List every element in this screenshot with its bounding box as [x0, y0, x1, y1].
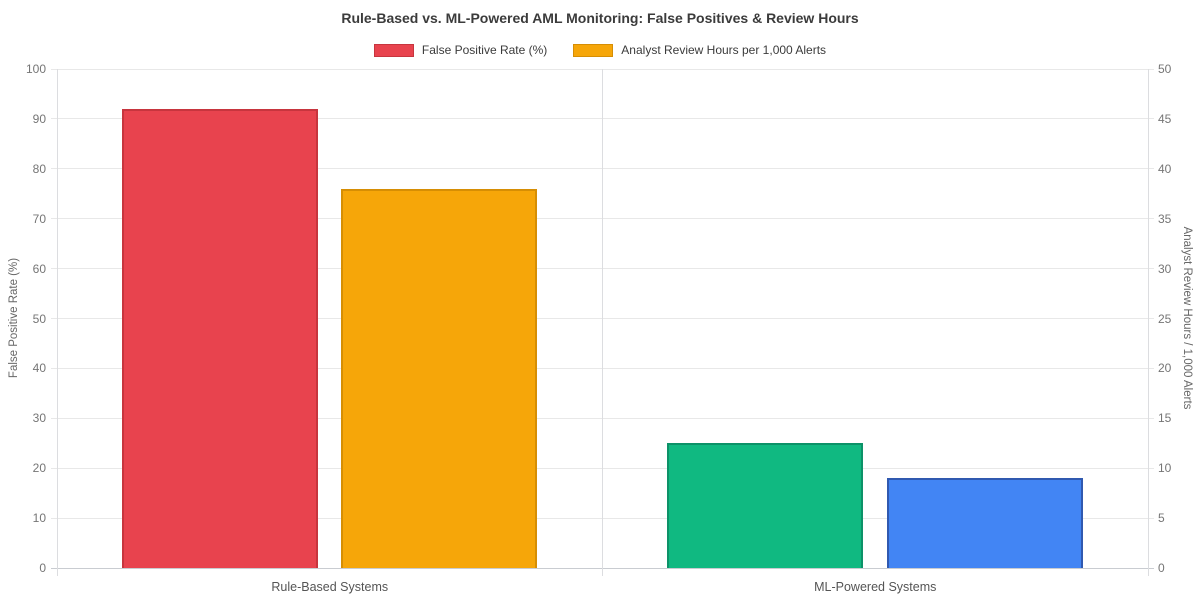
bar-review-hours-ml-powered — [886, 478, 1083, 568]
legend-swatch-false-positive-rate — [373, 43, 414, 57]
legend-item-review-hours[interactable]: Analyst Review Hours per 1,000 Alerts — [573, 43, 826, 57]
bar-false-positive-rate-ml-powered — [667, 443, 864, 568]
plot-area — [51, 68, 1154, 576]
y-axis-tick-label-left: 10 — [32, 511, 46, 526]
y-axis-tick-label-right: 5 — [1158, 511, 1165, 526]
legend-label: Analyst Review Hours per 1,000 Alerts — [621, 43, 827, 57]
y-axis-tick-label-right: 10 — [1158, 461, 1172, 476]
y-axis-tick-label-left: 50 — [32, 311, 46, 326]
y-axis-tick-label-right: 20 — [1158, 361, 1172, 376]
y-axis-tick-label-right: 0 — [1158, 561, 1165, 575]
bar-review-hours-rule-based — [341, 188, 538, 568]
y-axis-tick-label-right: 25 — [1158, 311, 1172, 326]
legend-swatch-review-hours — [573, 43, 614, 57]
y-axis-tick-label-right: 35 — [1158, 211, 1172, 226]
y-axis-tick-label-left: 20 — [32, 461, 46, 476]
x-axis-category-label: ML-Powered Systems — [814, 580, 937, 594]
y-axis-tick-label-left: 0 — [39, 561, 46, 575]
y-axis-tick-label-left: 90 — [32, 111, 46, 126]
chart-title: Rule-Based vs. ML-Powered AML Monitoring… — [341, 10, 859, 26]
y-axis-tick-label-right: 50 — [1158, 62, 1172, 76]
y-axis-tick-label-left: 100 — [25, 62, 46, 76]
legend-label: False Positive Rate (%) — [421, 43, 548, 57]
gridline-v — [602, 69, 603, 576]
y-axis-tick-label-left: 40 — [32, 361, 46, 376]
y-axis-tick-label-right: 15 — [1158, 411, 1172, 426]
legend: False Positive Rate (%) Analyst Review H… — [0, 43, 1200, 57]
bar-false-positive-rate-rule-based — [121, 108, 318, 568]
legend-item-false-positive-rate[interactable]: False Positive Rate (%) — [373, 43, 548, 57]
y-axis-tick-label-right: 40 — [1158, 161, 1172, 176]
y-axis-tick-label-left: 30 — [32, 411, 46, 426]
right-axis-title: Analyst Review Hours / 1,000 Alerts — [1181, 226, 1193, 410]
y-axis-tick-label-left: 80 — [32, 161, 46, 176]
y-axis-tick-label-left: 60 — [32, 261, 46, 276]
gridline-v — [56, 69, 58, 576]
y-axis-tick-label-right: 30 — [1158, 261, 1172, 276]
y-axis-tick-label-right: 45 — [1158, 111, 1172, 126]
y-axis-tick-label-left: 70 — [32, 211, 46, 226]
gridline-v — [1147, 69, 1149, 576]
x-axis-category-label: Rule-Based Systems — [271, 580, 389, 594]
